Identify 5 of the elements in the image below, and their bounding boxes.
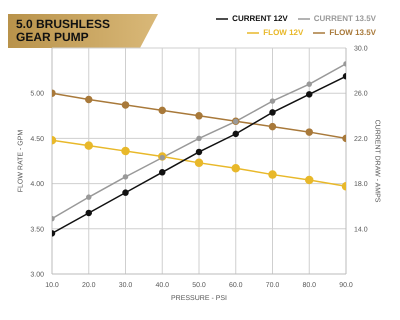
legend-label: FLOW 12V bbox=[263, 28, 304, 37]
legend-label: CURRENT 12V bbox=[232, 14, 288, 23]
chart-title: 5.0 BRUSHLESS GEAR PUMP bbox=[16, 17, 112, 44]
legend-label: FLOW 13.5V bbox=[329, 28, 376, 37]
legend-label: CURRENT 13.5V bbox=[314, 14, 376, 23]
